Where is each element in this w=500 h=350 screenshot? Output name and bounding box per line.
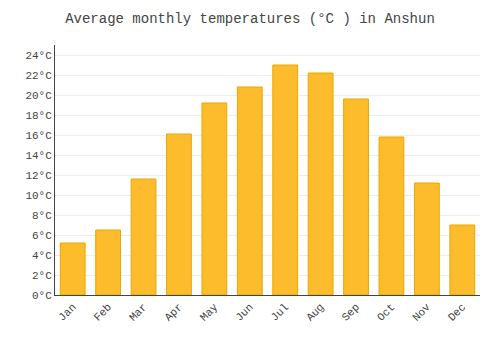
svg-text:0°C: 0°C bbox=[32, 290, 52, 302]
svg-text:Jul: Jul bbox=[269, 301, 291, 323]
svg-text:16°C: 16°C bbox=[25, 130, 52, 142]
svg-text:2°C: 2°C bbox=[32, 270, 52, 282]
svg-text:Apr: Apr bbox=[162, 301, 184, 323]
svg-text:Jan: Jan bbox=[56, 301, 78, 323]
svg-text:Average monthly temperatures (: Average monthly temperatures (°C ) in An… bbox=[65, 11, 435, 27]
svg-text:Oct: Oct bbox=[375, 301, 397, 323]
svg-text:14°C: 14°C bbox=[25, 150, 52, 162]
svg-text:10°C: 10°C bbox=[25, 190, 52, 202]
svg-text:Aug: Aug bbox=[304, 301, 326, 323]
svg-text:Mar: Mar bbox=[127, 301, 149, 323]
svg-text:Sep: Sep bbox=[340, 301, 362, 323]
svg-text:18°C: 18°C bbox=[25, 110, 52, 122]
svg-text:24°C: 24°C bbox=[25, 50, 52, 62]
svg-text:6°C: 6°C bbox=[32, 230, 52, 242]
svg-text:Dec: Dec bbox=[446, 301, 468, 323]
svg-text:Nov: Nov bbox=[410, 301, 433, 324]
svg-text:8°C: 8°C bbox=[32, 210, 52, 222]
svg-text:12°C: 12°C bbox=[25, 170, 52, 182]
svg-text:4°C: 4°C bbox=[32, 250, 52, 262]
svg-text:May: May bbox=[198, 301, 221, 324]
svg-text:Jun: Jun bbox=[233, 301, 255, 323]
svg-text:22°C: 22°C bbox=[25, 70, 52, 82]
svg-text:20°C: 20°C bbox=[25, 90, 52, 102]
svg-text:Feb: Feb bbox=[92, 301, 114, 323]
